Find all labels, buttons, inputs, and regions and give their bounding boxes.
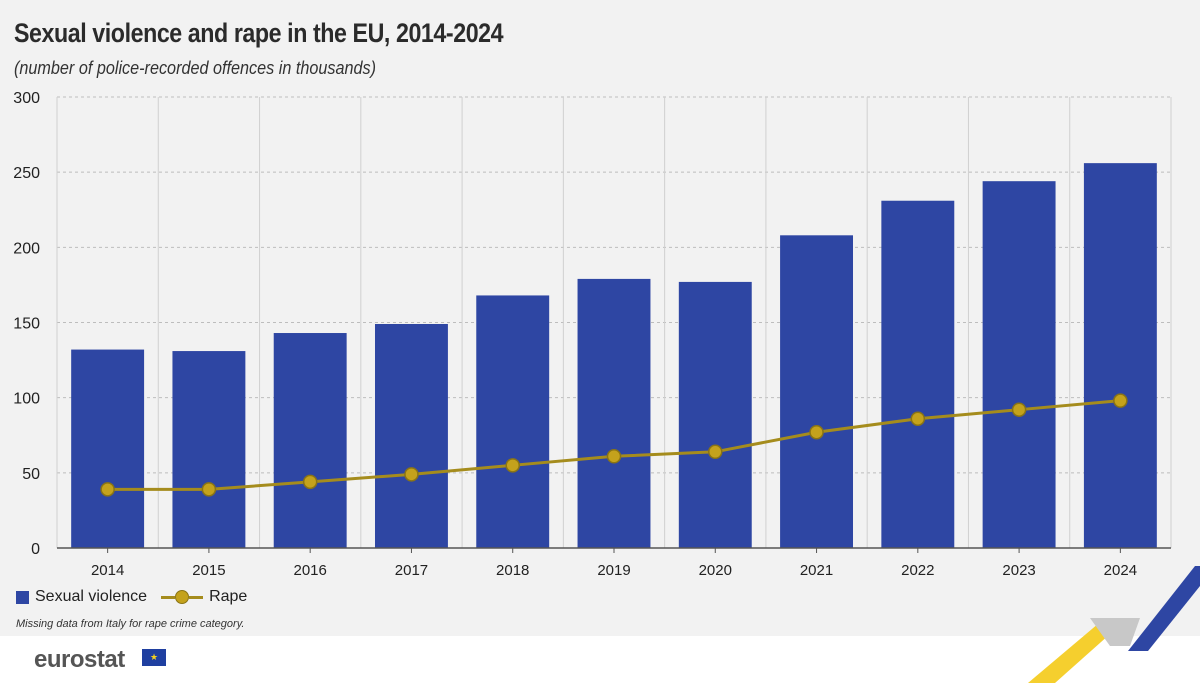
bar-sexual-violence — [982, 181, 1056, 549]
y-tick-label: 300 — [13, 90, 40, 107]
point-rape — [708, 444, 723, 460]
y-tick-label: 150 — [13, 316, 40, 333]
bar-sexual-violence — [476, 295, 550, 548]
eurostat-logo: eurostat — [34, 646, 125, 673]
bar-sexual-violence — [172, 351, 246, 548]
point-rape — [1113, 393, 1128, 408]
x-tick-label: 2021 — [800, 562, 833, 579]
x-tick-label: 2024 — [1104, 562, 1137, 579]
legend-line-rape-icon — [161, 590, 204, 604]
x-tick-label: 2015 — [192, 562, 225, 579]
point-rape — [505, 458, 520, 473]
bar-sexual-violence — [881, 200, 955, 549]
point-rape — [910, 411, 926, 426]
x-tick-label: 2018 — [496, 562, 529, 579]
bar-sexual-violence — [1083, 163, 1157, 548]
bar-sexual-violence — [780, 235, 854, 548]
chart-title: Sexual violence and rape in the EU, 2014… — [14, 18, 504, 48]
point-rape — [809, 424, 824, 440]
y-tick-label: 0 — [31, 541, 40, 558]
decorative-chevron-icon — [1028, 566, 1200, 683]
y-tick-label: 50 — [22, 466, 40, 483]
point-rape — [404, 467, 419, 482]
bar-sexual-violence — [273, 333, 347, 548]
chart-canvas: 0 50 100 150 200 250 300 2014 2015 2016 2017 2018 20… — [13, 90, 1172, 579]
y-tick-label: 100 — [13, 391, 40, 408]
point-rape — [606, 449, 622, 464]
point-rape — [100, 482, 115, 497]
legend-label-sexual-violence: Sexual violence — [35, 588, 148, 605]
x-tick-label: 2022 — [901, 562, 934, 579]
chart-legend: Sexual violence Rape — [16, 588, 247, 606]
point-rape — [1011, 402, 1027, 417]
point-rape — [201, 482, 217, 497]
x-tick-label: 2020 — [699, 562, 732, 579]
y-tick-label: 250 — [13, 165, 40, 182]
legend-swatch-sexual-violence — [16, 590, 29, 604]
y-tick-label: 200 — [13, 240, 40, 257]
bar-sexual-violence — [678, 281, 752, 548]
eu-flag-icon: ★ — [142, 649, 166, 666]
x-tick-label: 2019 — [597, 562, 630, 579]
legend-label-rape: Rape — [209, 588, 248, 605]
bar-sexual-violence — [374, 324, 448, 548]
footer: eurostat ★ — [0, 636, 1200, 683]
point-rape — [302, 474, 318, 490]
footnote: Missing data from Italy for rape crime c… — [16, 618, 245, 630]
x-tick-label: 2023 — [1002, 562, 1035, 579]
bar-sexual-violence — [71, 349, 145, 548]
bar-sexual-violence — [577, 278, 651, 548]
chart-subtitle: (number of police-recorded offences in t… — [14, 58, 377, 78]
x-tick-label: 2017 — [395, 562, 428, 579]
x-tick-label: 2016 — [293, 562, 326, 579]
x-tick-label: 2014 — [91, 562, 124, 579]
